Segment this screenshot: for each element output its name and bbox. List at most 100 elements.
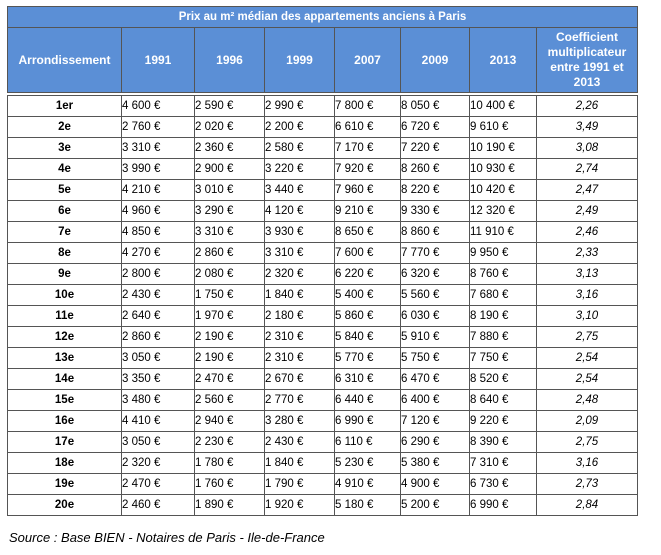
price-cell-1991: 3 990 € (121, 158, 195, 180)
price-cell-1996: 1 780 € (194, 452, 265, 474)
header-coef-line3: entre 1991 et 2013 (550, 60, 624, 89)
price-cell-2007: 6 110 € (334, 431, 401, 453)
price-cell-2009: 8 860 € (400, 221, 470, 243)
arrondissement-cell: 17e (7, 431, 122, 453)
header-year-2013: 2013 (469, 27, 537, 93)
price-cell-2009: 8 050 € (400, 95, 470, 117)
price-cell-1996: 3 290 € (194, 200, 265, 222)
price-cell-1999: 3 220 € (264, 158, 335, 180)
price-cell-2009: 8 260 € (400, 158, 470, 180)
table-row: 11e 2 640 €1 970 €2 180 €5 860 €6 030 €8 … (7, 305, 638, 327)
coefficient-cell: 2,49 (536, 200, 638, 222)
table-row: 10e 2 430 €1 750 €1 840 €5 400 €5 560 €7 … (7, 284, 638, 306)
price-cell-2013: 7 750 € (469, 347, 537, 369)
price-cell-1991: 3 310 € (121, 137, 195, 159)
price-cell-2009: 6 320 € (400, 263, 470, 285)
price-cell-1991: 2 800 € (121, 263, 195, 285)
table-row: 9e 2 800 €2 080 €2 320 €6 220 €6 320 €8 7… (7, 263, 638, 285)
coefficient-cell: 2,54 (536, 347, 638, 369)
price-cell-2013: 10 930 € (469, 158, 537, 180)
price-cell-2007: 6 310 € (334, 368, 401, 390)
price-cell-1999: 3 930 € (264, 221, 335, 243)
table-row: 3e 3 310 €2 360 €2 580 €7 170 €7 220 €10 … (7, 137, 638, 159)
price-cell-1991: 3 050 € (121, 431, 195, 453)
price-cell-2013: 8 190 € (469, 305, 537, 327)
price-cell-1991: 2 470 € (121, 473, 195, 495)
table-row: 15e 3 480 €2 560 €2 770 €6 440 €6 400 €8 … (7, 389, 638, 411)
price-cell-2007: 9 210 € (334, 200, 401, 222)
price-cell-1996: 1 890 € (194, 494, 265, 516)
price-cell-1999: 1 840 € (264, 284, 335, 306)
coefficient-cell: 2,74 (536, 158, 638, 180)
price-cell-1991: 4 960 € (121, 200, 195, 222)
price-cell-2009: 5 200 € (400, 494, 470, 516)
price-cell-1991: 2 640 € (121, 305, 195, 327)
arrondissement-cell: 4e (7, 158, 122, 180)
price-cell-2013: 7 880 € (469, 326, 537, 348)
coefficient-cell: 3,13 (536, 263, 638, 285)
table-row: 13e 3 050 €2 190 €2 310 €5 770 €5 750 €7 … (7, 347, 638, 369)
price-cell-1996: 2 230 € (194, 431, 265, 453)
table-row: 2e 2 760 €2 020 €2 200 €6 610 €6 720 €9 6… (7, 116, 638, 138)
price-cell-1996: 1 760 € (194, 473, 265, 495)
price-cell-1991: 2 320 € (121, 452, 195, 474)
price-cell-1991: 4 410 € (121, 410, 195, 432)
price-cell-2013: 9 610 € (469, 116, 537, 138)
price-cell-2009: 7 770 € (400, 242, 470, 264)
price-cell-2009: 6 470 € (400, 368, 470, 390)
price-cell-2013: 9 950 € (469, 242, 537, 264)
arrondissement-cell: 19e (7, 473, 122, 495)
arrondissement-cell: 1er (7, 95, 122, 117)
price-cell-1996: 2 360 € (194, 137, 265, 159)
price-cell-1996: 1 970 € (194, 305, 265, 327)
table-row: 14e 3 350 €2 470 €2 670 €6 310 €6 470 €8 … (7, 368, 638, 390)
price-cell-2007: 6 610 € (334, 116, 401, 138)
price-cell-1999: 3 440 € (264, 179, 335, 201)
header-year-2009: 2009 (400, 27, 470, 93)
price-cell-1999: 2 310 € (264, 347, 335, 369)
price-cell-2007: 7 960 € (334, 179, 401, 201)
header-coef-line1: Coefficient (555, 30, 618, 44)
coefficient-cell: 2,54 (536, 368, 638, 390)
arrondissement-cell: 15e (7, 389, 122, 411)
price-cell-1991: 2 430 € (121, 284, 195, 306)
price-cell-1996: 2 590 € (194, 95, 265, 117)
price-cell-1991: 2 460 € (121, 494, 195, 516)
price-cell-1996: 3 010 € (194, 179, 265, 201)
table-body: 1er 4 600 €2 590 €2 990 €7 800 €8 050 €10… (7, 95, 638, 516)
price-cell-2009: 6 030 € (400, 305, 470, 327)
price-cell-1991: 3 480 € (121, 389, 195, 411)
price-cell-1991: 2 860 € (121, 326, 195, 348)
arrondissement-cell: 3e (7, 137, 122, 159)
price-cell-1996: 2 940 € (194, 410, 265, 432)
price-cell-2013: 8 520 € (469, 368, 537, 390)
table-row: 17e 3 050 €2 230 €2 430 €6 110 €6 290 €8 … (7, 431, 638, 453)
header-year-1991: 1991 (121, 27, 195, 93)
price-cell-1996: 2 560 € (194, 389, 265, 411)
arrondissement-cell: 2e (7, 116, 122, 138)
price-cell-2007: 5 400 € (334, 284, 401, 306)
price-cell-1996: 2 860 € (194, 242, 265, 264)
coefficient-cell: 2,75 (536, 326, 638, 348)
table-row: 1er 4 600 €2 590 €2 990 €7 800 €8 050 €10… (7, 95, 638, 117)
table-row: 12e 2 860 €2 190 €2 310 €5 840 €5 910 €7 … (7, 326, 638, 348)
price-cell-2007: 6 990 € (334, 410, 401, 432)
price-cell-2013: 7 310 € (469, 452, 537, 474)
price-cell-2013: 10 420 € (469, 179, 537, 201)
table-row: 7e 4 850 €3 310 €3 930 €8 650 €8 860 €11 … (7, 221, 638, 243)
price-cell-2013: 8 640 € (469, 389, 537, 411)
price-cell-1999: 4 120 € (264, 200, 335, 222)
price-cell-2007: 5 770 € (334, 347, 401, 369)
price-cell-2013: 10 400 € (469, 95, 537, 117)
price-cell-1999: 2 310 € (264, 326, 335, 348)
price-cell-2009: 5 380 € (400, 452, 470, 474)
price-cell-1996: 2 190 € (194, 347, 265, 369)
price-cell-2013: 9 220 € (469, 410, 537, 432)
price-cell-2013: 10 190 € (469, 137, 537, 159)
price-cell-1999: 2 200 € (264, 116, 335, 138)
price-cell-2007: 5 180 € (334, 494, 401, 516)
arrondissement-cell: 8e (7, 242, 122, 264)
table-row: 8e 4 270 €2 860 €3 310 €7 600 €7 770 €9 9… (7, 242, 638, 264)
price-cell-1991: 3 350 € (121, 368, 195, 390)
price-cell-1999: 2 770 € (264, 389, 335, 411)
